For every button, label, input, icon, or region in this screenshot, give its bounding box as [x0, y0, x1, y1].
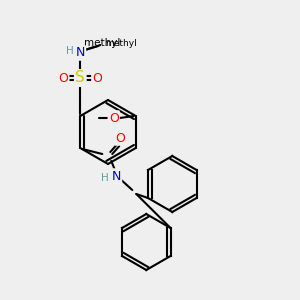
Text: methyl: methyl	[84, 38, 121, 48]
Text: S: S	[76, 71, 85, 85]
Text: N: N	[76, 46, 85, 59]
Text: N: N	[76, 46, 85, 59]
Text: O: O	[92, 71, 102, 85]
Text: O: O	[109, 112, 119, 124]
Text: O: O	[58, 71, 68, 85]
Text: N: N	[112, 169, 121, 182]
Text: O: O	[92, 71, 102, 85]
Text: H: H	[66, 46, 74, 56]
Text: O: O	[109, 112, 119, 124]
Text: N: N	[112, 169, 121, 182]
Text: O: O	[115, 131, 125, 145]
Text: O: O	[58, 71, 68, 85]
Text: H: H	[66, 46, 74, 56]
Text: H: H	[101, 173, 109, 183]
Text: methyl: methyl	[105, 38, 137, 47]
Text: S: S	[75, 70, 85, 86]
Text: O: O	[115, 131, 125, 145]
Text: H: H	[101, 173, 109, 183]
